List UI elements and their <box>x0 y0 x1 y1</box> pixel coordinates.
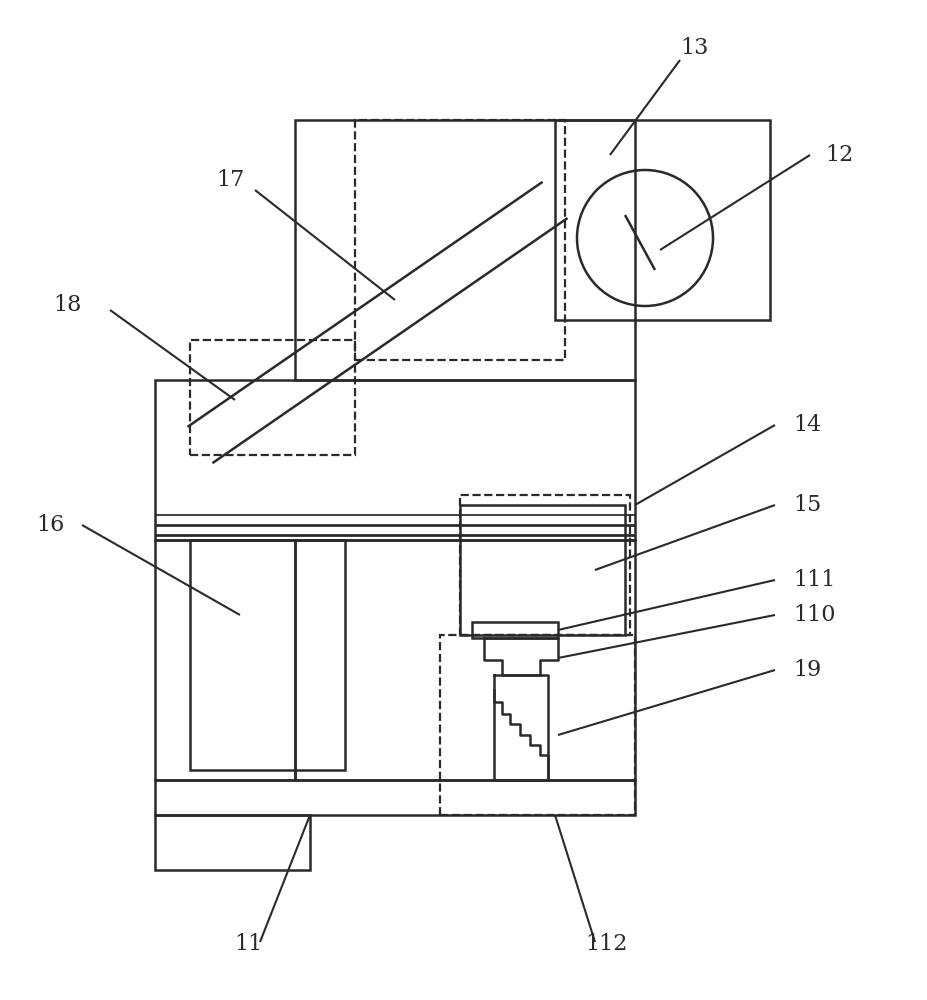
Text: 11: 11 <box>234 933 261 955</box>
Bar <box>295 120 634 380</box>
Bar <box>460 505 624 635</box>
Bar <box>155 780 634 815</box>
Text: 18: 18 <box>54 294 82 316</box>
Text: 13: 13 <box>680 37 708 59</box>
Text: 110: 110 <box>793 604 834 626</box>
Bar <box>355 120 565 360</box>
Bar <box>155 540 295 780</box>
Bar <box>155 815 310 870</box>
Bar <box>460 495 629 635</box>
Text: 12: 12 <box>824 144 852 166</box>
Text: 111: 111 <box>793 569 834 591</box>
Text: 16: 16 <box>37 514 65 536</box>
Bar <box>554 120 769 320</box>
Bar <box>190 540 345 770</box>
Text: 19: 19 <box>793 659 820 681</box>
Text: 15: 15 <box>793 494 820 516</box>
Bar <box>439 635 634 815</box>
Text: 17: 17 <box>216 169 244 191</box>
Bar <box>472 622 557 638</box>
Text: 112: 112 <box>585 933 628 955</box>
Text: 14: 14 <box>793 414 820 436</box>
Bar <box>295 540 634 780</box>
Bar <box>155 380 634 540</box>
Bar <box>190 340 355 455</box>
